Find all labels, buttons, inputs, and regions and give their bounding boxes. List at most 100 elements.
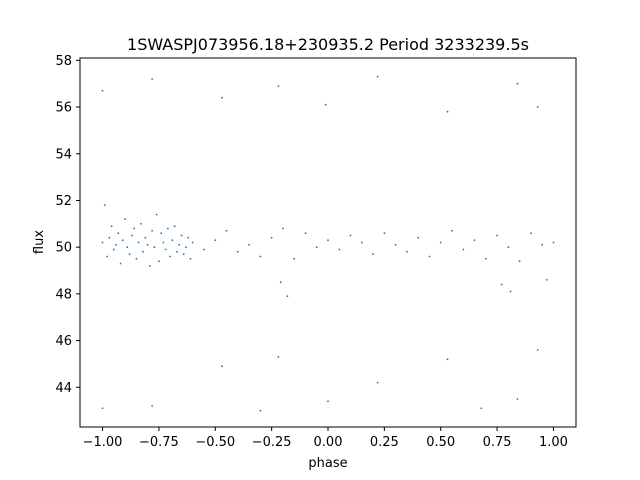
data-point [119,262,122,265]
data-point [293,257,296,260]
data-point [108,236,111,239]
data-point [376,381,379,384]
data-point [516,398,519,400]
data-point [518,260,521,263]
data-point [451,229,453,232]
data-point [484,257,487,260]
data-point [394,243,397,246]
data-point [110,225,113,228]
data-point [149,265,151,267]
x-tick-label: 0.50 [426,435,455,450]
data-point [406,250,408,253]
data-point [376,75,379,78]
data-point [509,290,512,293]
data-point [171,239,174,242]
y-tick-label: 50 [55,241,72,256]
data-point [349,234,352,237]
data-point [282,227,284,230]
data-point [304,232,307,235]
data-point [327,400,329,403]
x-tick-label: −0.25 [252,435,292,450]
data-point [155,213,158,216]
data-point [446,358,449,361]
data-point [214,239,217,242]
data-point [142,250,145,253]
data-point [324,103,327,106]
y-tick-label: 54 [55,147,72,162]
data-point [259,409,262,412]
y-axis-label: flux [32,230,47,254]
data-point [144,236,147,239]
data-point [101,89,104,92]
data-point [536,106,539,108]
data-point [236,250,239,253]
data-point [162,241,165,244]
data-point [158,260,160,263]
data-point [112,248,115,251]
data-point [182,253,185,256]
data-point [151,405,154,407]
x-tick-label: 0.75 [483,435,512,450]
data-point [372,253,374,256]
data-point [140,222,142,225]
x-tick-label: −0.50 [195,435,235,450]
x-axis-label: phase [308,456,347,471]
data-point [286,295,289,298]
data-point [146,243,149,246]
data-point [507,246,510,249]
data-point [473,239,476,242]
x-tick-label: 0.25 [370,435,399,450]
chart-title: 1SWASPJ073956.18+230935.2 Period 3233239… [127,35,529,54]
data-point [124,218,126,221]
y-tick-label: 58 [55,54,72,69]
data-point [176,250,178,253]
data-point [169,255,172,258]
data-point [160,232,163,235]
x-tick-label: 1.00 [539,435,568,450]
data-points [101,75,555,412]
data-point [103,204,106,207]
data-point [270,236,273,239]
data-point [137,241,140,244]
data-point [173,225,176,228]
data-point [417,236,420,239]
data-point [115,243,117,246]
data-point [131,234,133,237]
y-tick-label: 44 [55,381,72,396]
data-point [552,241,555,244]
y-tick-label: 56 [55,101,72,116]
y-tick-label: 46 [55,334,72,349]
data-point [383,232,386,235]
data-point [248,243,251,246]
data-point [178,243,181,246]
x-axis: −1.00 −0.75 −0.50 −0.25 0.00 0.25 0.50 0.75 1.00 [83,427,568,450]
data-point [221,96,223,99]
data-point [360,241,363,244]
data-point [428,255,431,258]
data-point [153,246,156,249]
data-point [101,241,104,244]
y-tick-label: 48 [55,287,72,302]
data-point [203,248,205,251]
x-tick-label: −0.75 [139,435,179,450]
data-point [315,246,318,249]
data-point [126,246,129,249]
data-point [480,407,483,410]
data-point [189,257,192,260]
data-point [259,255,262,258]
data-point [462,248,465,251]
data-point [439,241,442,244]
y-tick-label: 52 [55,194,72,209]
data-point [500,283,503,286]
data-point [101,407,104,410]
x-tick-label: −1.00 [83,435,123,450]
data-point [545,279,548,281]
data-point [135,257,138,260]
data-point [446,110,449,113]
data-point [185,246,187,249]
data-point [187,236,190,239]
data-point [167,227,169,230]
data-point [180,234,183,237]
